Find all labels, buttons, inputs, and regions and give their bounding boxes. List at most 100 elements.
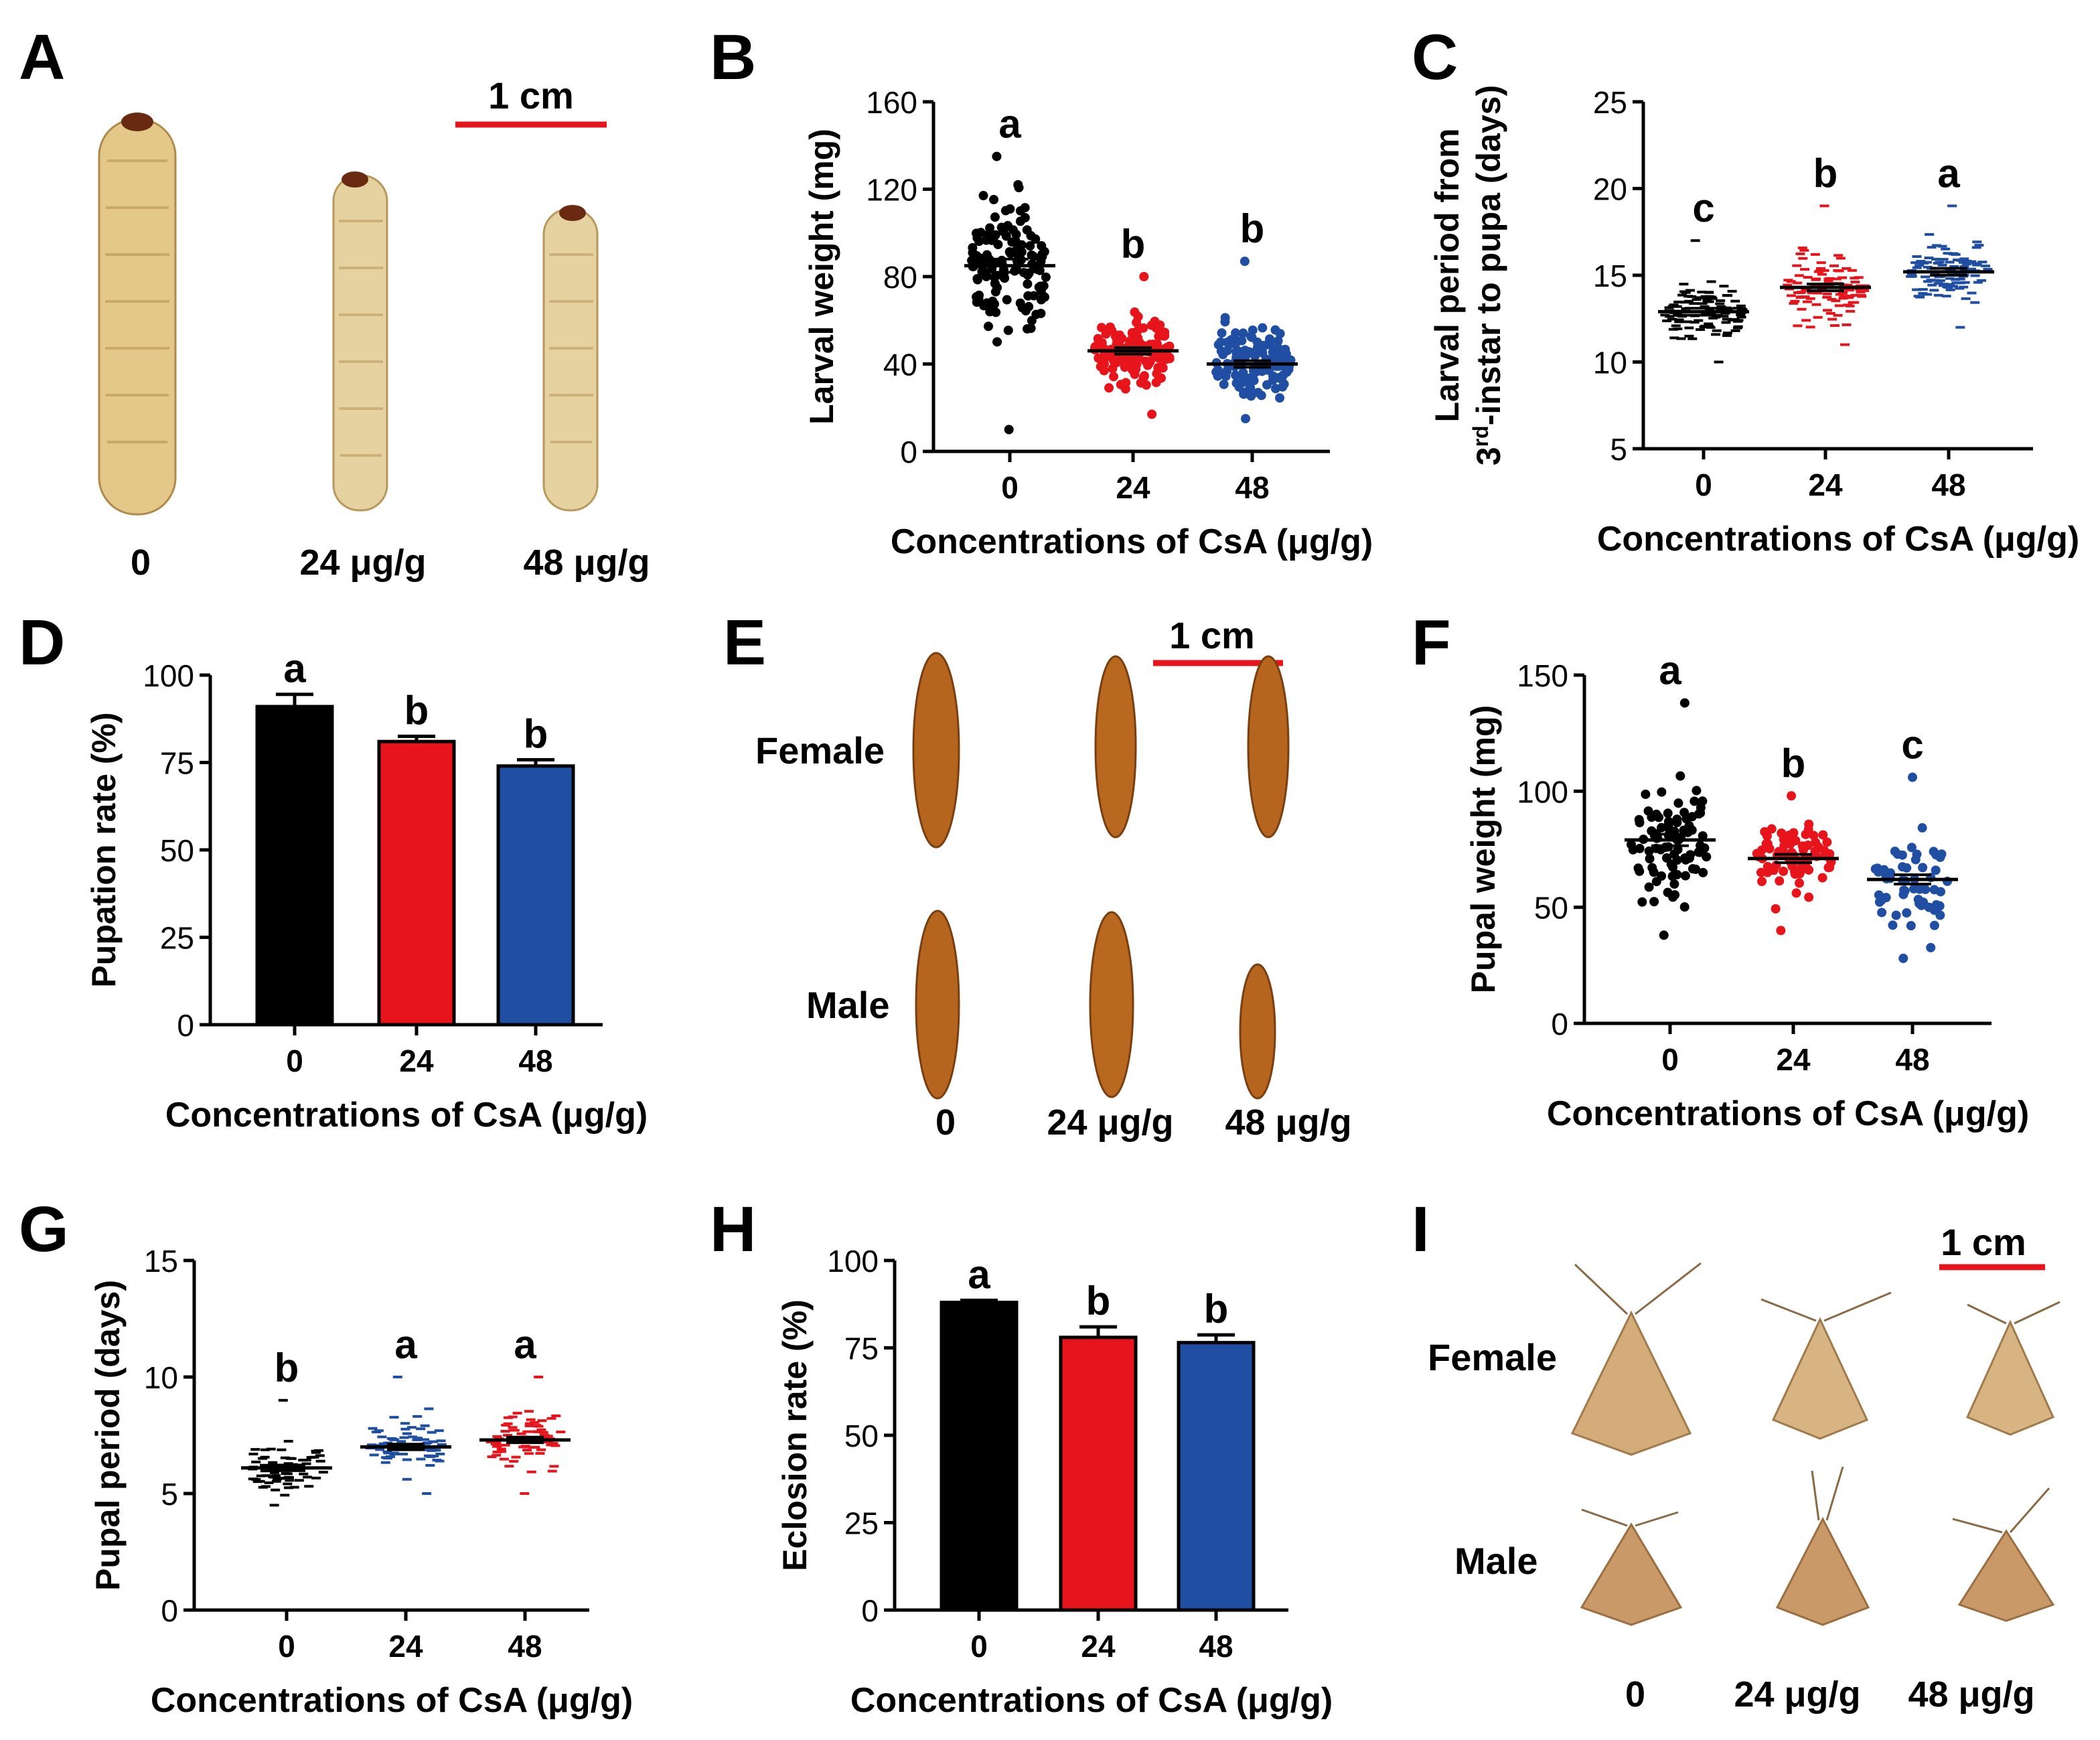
y-axis-title-g: Pupal period (days) bbox=[89, 1280, 127, 1591]
data-point-b bbox=[1031, 309, 1041, 319]
data-point-b bbox=[1151, 323, 1161, 334]
data-point-b bbox=[1099, 366, 1109, 376]
data-point-b bbox=[1222, 337, 1232, 347]
panel-label-h: H bbox=[710, 1193, 756, 1265]
data-point-b bbox=[1005, 204, 1015, 214]
data-point-f bbox=[1891, 910, 1901, 920]
y-tick-label-d: 50 bbox=[160, 833, 194, 868]
y-tick-label-f: 150 bbox=[1517, 658, 1568, 693]
data-point-b bbox=[1230, 339, 1240, 349]
x-tick-label-h: 48 bbox=[1199, 1629, 1233, 1664]
data-point-b bbox=[1121, 378, 1131, 388]
data-point-f bbox=[1779, 835, 1789, 845]
x-tick-label-b: 0 bbox=[1001, 470, 1019, 505]
panel-label-b: B bbox=[710, 21, 756, 93]
data-point-b bbox=[992, 337, 1002, 347]
significance-letter-g: a bbox=[514, 1322, 536, 1367]
x-tick-label-c: 0 bbox=[1695, 467, 1712, 502]
data-point-f bbox=[1644, 882, 1654, 892]
data-point-f bbox=[1696, 841, 1706, 851]
data-point-b bbox=[1144, 358, 1154, 368]
dose-label-e-24: 24 μg/g bbox=[1047, 1102, 1173, 1143]
data-point-b bbox=[1107, 325, 1117, 336]
data-point-b bbox=[985, 223, 995, 233]
data-point-f bbox=[1692, 786, 1702, 796]
data-point-f bbox=[1897, 850, 1907, 860]
data-point-b bbox=[1037, 241, 1047, 251]
data-point-b bbox=[1218, 350, 1228, 360]
data-point-b bbox=[1283, 364, 1293, 374]
data-point-f bbox=[1668, 892, 1678, 902]
data-point-b bbox=[988, 296, 998, 306]
data-point-f bbox=[1762, 840, 1773, 850]
data-point-f bbox=[1937, 849, 1947, 859]
data-point-f bbox=[1649, 897, 1659, 907]
data-point-f bbox=[1680, 871, 1690, 881]
data-point-b bbox=[1147, 409, 1157, 419]
data-point-f bbox=[1817, 873, 1827, 883]
scale-label-a: 1 cm bbox=[488, 74, 574, 117]
y-axis-title-d: Pupation rate (%) bbox=[85, 712, 123, 987]
data-point-b bbox=[1020, 203, 1030, 213]
data-point-f bbox=[1651, 877, 1661, 887]
significance-letter-d: b bbox=[524, 711, 548, 756]
data-point-b bbox=[1211, 367, 1221, 377]
data-point-b bbox=[1231, 370, 1241, 380]
bar-d-0 bbox=[255, 705, 334, 1027]
data-point-b bbox=[998, 227, 1008, 237]
data-point-f bbox=[1771, 903, 1781, 914]
dose-label-i-48: 48 μg/g bbox=[1908, 1674, 2034, 1715]
data-point-f bbox=[1926, 942, 1936, 952]
data-point-b bbox=[1215, 337, 1225, 347]
data-point-b bbox=[1257, 366, 1267, 376]
data-point-b bbox=[1281, 349, 1291, 359]
y-tick-label-d: 100 bbox=[143, 658, 194, 693]
data-point-b bbox=[1011, 230, 1021, 240]
sex-label-e-female: Female bbox=[755, 729, 885, 772]
larva-image-0 bbox=[98, 113, 177, 516]
data-point-b bbox=[1003, 325, 1013, 336]
significance-letter-c: c bbox=[1692, 186, 1714, 230]
chart-panel-h: H 0 25 50 75 100 0 24 48 Concentrations of CsA (μ… bbox=[710, 1193, 1333, 1720]
dose-label-a-48: 48 μg/g bbox=[523, 542, 650, 583]
data-point-b bbox=[1238, 368, 1248, 378]
data-point-b bbox=[1241, 414, 1251, 424]
data-point-b bbox=[1231, 346, 1241, 356]
larva-image-24 bbox=[332, 171, 388, 512]
data-point-f bbox=[1931, 865, 1941, 875]
y-tick-label-h: 0 bbox=[861, 1593, 879, 1628]
data-point-f bbox=[1910, 855, 1921, 865]
y-tick-label-d: 0 bbox=[177, 1008, 194, 1043]
data-point-b bbox=[1273, 343, 1283, 353]
data-point-f bbox=[1694, 809, 1704, 819]
significance-letter-f: b bbox=[1781, 741, 1806, 786]
pupa-image-male-24 bbox=[1089, 911, 1134, 1098]
data-point-b bbox=[980, 267, 990, 277]
data-point-f bbox=[1633, 863, 1643, 873]
y-tick-label-c: 20 bbox=[1593, 172, 1627, 207]
data-point-b bbox=[1130, 369, 1140, 379]
data-point-f bbox=[1906, 843, 1917, 853]
chart-panel-d: D 0 25 50 75 100 0 24 48 Concentrations of CsA (μ… bbox=[19, 607, 648, 1135]
data-point-b bbox=[975, 253, 985, 263]
data-point-f bbox=[1810, 846, 1820, 856]
data-point-f bbox=[1811, 837, 1821, 847]
data-point-b bbox=[1023, 291, 1033, 301]
y-tick-label-c: 15 bbox=[1593, 259, 1627, 293]
y-tick-label-b: 40 bbox=[883, 348, 917, 382]
y-tick-label-b: 120 bbox=[866, 173, 917, 208]
data-point-f bbox=[1907, 772, 1917, 782]
data-point-b bbox=[1220, 370, 1230, 380]
data-point-b bbox=[1157, 362, 1167, 372]
x-tick-label-d: 48 bbox=[518, 1043, 552, 1078]
photo-panel-i: I 1 cm Female Male 0 24 μg/g bbox=[1412, 1193, 2060, 1715]
data-point-f bbox=[1818, 830, 1828, 840]
x-tick-label-d: 24 bbox=[399, 1043, 434, 1078]
sex-label-i-female: Female bbox=[1428, 1336, 1557, 1378]
data-point-f bbox=[1879, 865, 1889, 875]
significance-letter-f: a bbox=[1659, 648, 1681, 693]
bar-h-48 bbox=[1177, 1341, 1256, 1612]
data-point-f bbox=[1801, 862, 1811, 872]
data-point-f bbox=[1637, 897, 1647, 907]
